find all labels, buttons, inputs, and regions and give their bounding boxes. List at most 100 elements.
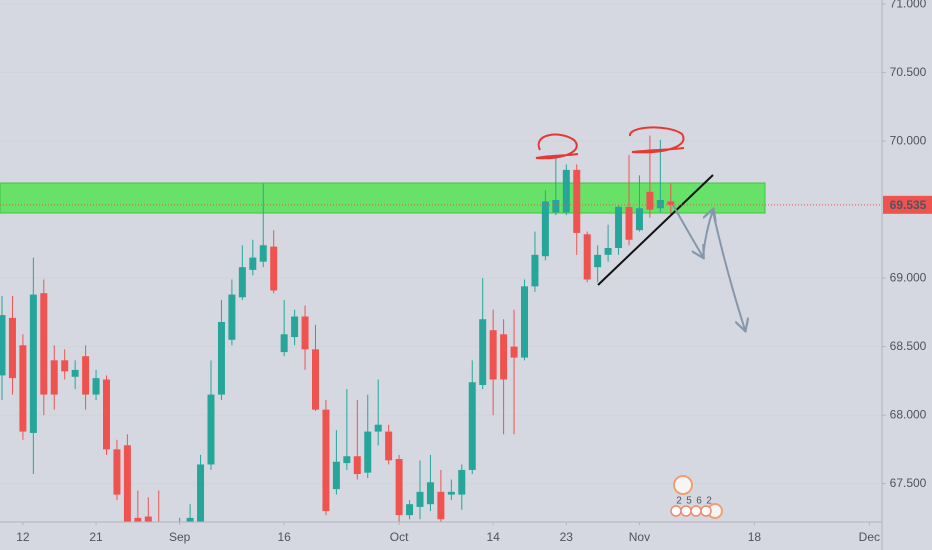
last-price-label: 69.535: [890, 198, 927, 212]
candle-body: [92, 378, 100, 395]
candle-body: [197, 464, 205, 522]
y-tick-label: 68.000: [890, 407, 927, 421]
x-tick-label: 12: [16, 530, 30, 544]
candle-body: [395, 458, 403, 516]
x-tick-label: Oct: [390, 530, 409, 544]
candle-body: [19, 345, 27, 432]
candle-body: [332, 461, 340, 490]
candle-body: [468, 382, 476, 470]
candle-body: [541, 201, 549, 257]
candle-body: [416, 491, 424, 507]
y-tick-label: 69.000: [890, 270, 927, 284]
candle-body: [312, 349, 319, 410]
y-tick-label: 67.500: [890, 476, 927, 490]
x-tick-label: 16: [277, 530, 291, 544]
candle-body: [280, 334, 288, 353]
candle-body: [207, 394, 215, 465]
candle-body: [479, 319, 487, 385]
candle-body: [604, 247, 612, 255]
grid: [0, 3, 882, 485]
drawings: [535, 126, 745, 330]
candle-body: [615, 206, 623, 248]
candle-body: [531, 254, 539, 287]
y-tick-label: 70.500: [890, 65, 927, 79]
x-tick-label: 21: [89, 530, 103, 544]
candle-body: [625, 206, 633, 240]
event-count: 5: [686, 496, 692, 507]
candle-body: [123, 445, 131, 522]
candle-body: [552, 200, 560, 213]
candle-body: [573, 169, 581, 233]
candle-body: [583, 234, 591, 280]
circle-mark: [535, 133, 579, 160]
x-tick-label: 23: [560, 530, 574, 544]
candle-body: [103, 379, 110, 450]
candle-body: [656, 200, 664, 209]
candle-body: [29, 294, 37, 433]
candle-body: [385, 431, 393, 461]
candle-body: [521, 286, 528, 358]
event-icon: [673, 475, 693, 495]
candle-body: [406, 504, 414, 516]
trend-line: [597, 174, 714, 286]
candle-body: [322, 409, 330, 512]
candle-body: [510, 346, 518, 358]
candle-body: [61, 360, 69, 372]
circle-mark: [629, 126, 685, 154]
candle-body: [458, 469, 466, 495]
candle-body: [374, 424, 382, 432]
event-count: 2: [676, 496, 682, 507]
candle-body: [364, 431, 372, 473]
event-icon: [700, 505, 712, 517]
candle-body: [343, 456, 351, 464]
candle-body: [40, 293, 48, 395]
candle-body: [71, 369, 79, 377]
candle-body: [635, 208, 643, 231]
candle-body: [646, 191, 654, 210]
candle-body: [228, 294, 236, 340]
candle-body: [113, 449, 121, 495]
event-count: 6: [696, 496, 702, 507]
candle-body: [437, 491, 445, 520]
candle-body: [291, 316, 299, 338]
candle-body: [259, 245, 267, 262]
candle-body: [50, 360, 58, 395]
x-tick-label: Sep: [169, 530, 191, 544]
arrow: [702, 210, 713, 257]
y-tick-label: 68.500: [890, 339, 927, 353]
event-icon: [680, 505, 692, 517]
resistance-zone: [0, 182, 766, 214]
candle-body: [270, 246, 278, 291]
candle-body: [134, 517, 142, 522]
candle-body: [238, 267, 246, 298]
x-tick-label: Nov: [629, 530, 650, 544]
candle-body: [667, 201, 675, 205]
candles: [0, 135, 675, 522]
candle-body: [301, 316, 309, 350]
candle-body: [0, 315, 6, 376]
x-tick-label: 14: [486, 530, 500, 544]
candle-body: [426, 482, 434, 505]
x-tick-label: Dec: [859, 530, 880, 544]
y-tick-label: 70.000: [890, 133, 927, 147]
candle-body: [447, 491, 455, 495]
event-icon: [690, 505, 702, 517]
candle-body: [217, 321, 225, 395]
arrow: [712, 211, 745, 330]
last-price-box: [883, 195, 932, 214]
candle-body: [82, 356, 90, 395]
candle-body: [144, 516, 152, 522]
candle-body: [500, 334, 508, 380]
candle-body: [186, 517, 194, 522]
candle-body: [562, 169, 570, 213]
arrow: [672, 204, 703, 257]
event-icon: [670, 505, 682, 517]
candle-body: [353, 456, 361, 475]
candle-body: [8, 317, 16, 379]
y-tick-label: 71.000: [890, 0, 927, 10]
candle-body: [249, 257, 257, 270]
